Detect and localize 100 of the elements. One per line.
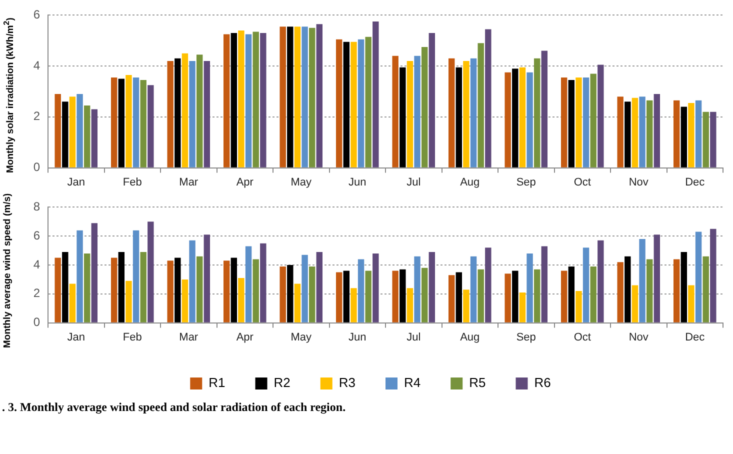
bar [196, 54, 203, 168]
bar [598, 64, 604, 168]
bar [372, 22, 379, 168]
bar [470, 256, 477, 322]
bar [91, 109, 98, 168]
bar [526, 253, 533, 322]
x-tick-label: Aug [460, 331, 480, 344]
x-tick-label: Mar [179, 331, 198, 344]
bar [294, 26, 301, 168]
y-tick-label: 2 [33, 286, 40, 300]
bar [110, 258, 118, 322]
y-tick-label: 2 [33, 109, 40, 124]
bar [512, 68, 518, 168]
bar [673, 100, 680, 168]
x-tick-label: Dec [685, 331, 706, 344]
bar [118, 78, 125, 168]
x-tick-label: Feb [122, 176, 142, 188]
bar [62, 102, 68, 168]
bar [167, 60, 174, 168]
x-tick-label: Jun [348, 176, 366, 188]
x-tick-label: Sep [516, 331, 536, 344]
bar [534, 58, 540, 168]
bar [343, 270, 350, 322]
bar [287, 265, 294, 322]
bar [590, 74, 596, 168]
bar [76, 230, 83, 322]
bar [260, 33, 266, 168]
bar [710, 112, 716, 168]
bar [448, 275, 455, 322]
x-tick-label: Jul [406, 176, 421, 188]
bar [350, 288, 357, 322]
bar [485, 29, 492, 168]
bar [54, 94, 61, 168]
bar [76, 94, 83, 168]
bar [680, 252, 688, 322]
bar [568, 266, 575, 322]
x-tick-label: Mar [179, 176, 198, 188]
bar [54, 258, 61, 322]
bar [260, 243, 266, 322]
bar [695, 100, 702, 168]
bar [702, 256, 709, 322]
bar [470, 58, 477, 168]
bar [69, 96, 76, 168]
bar [252, 259, 259, 322]
x-tick-label: Oct [574, 331, 591, 344]
bar [189, 240, 196, 322]
bar [421, 46, 428, 168]
legend-label: R4 [404, 375, 421, 390]
x-tick-label: May [290, 331, 312, 344]
bar [541, 246, 548, 322]
bar [372, 253, 379, 322]
x-tick-label: Jan [67, 176, 85, 188]
y-tick-label: 0 [33, 315, 40, 330]
bar [308, 266, 316, 322]
x-tick-label: Jan [67, 331, 85, 344]
bar [182, 279, 188, 322]
bar [287, 26, 294, 168]
bar [568, 80, 575, 168]
legend-label: R5 [469, 375, 486, 390]
bar [428, 33, 436, 168]
bar [148, 222, 154, 322]
bar [617, 262, 624, 322]
bar [132, 78, 140, 168]
bar [485, 248, 492, 322]
bar [456, 272, 462, 322]
bar [189, 60, 196, 168]
bar [688, 285, 694, 322]
y-tick-label: 8 [33, 200, 40, 214]
bar [84, 105, 90, 168]
bar [358, 39, 364, 168]
bar [421, 268, 428, 322]
x-tick-label: Jul [406, 331, 421, 344]
bar [196, 256, 203, 322]
bar [118, 252, 125, 322]
bar [400, 67, 406, 168]
bar [519, 67, 526, 168]
y-axis-title: Monthly average wind speed (m/s) [2, 192, 14, 350]
bar [316, 252, 323, 322]
x-tick-label: Oct [574, 176, 591, 188]
bar [576, 291, 582, 322]
x-tick-label: Apr [236, 331, 254, 344]
bar [478, 43, 484, 168]
bar [280, 26, 286, 168]
bar [541, 50, 548, 168]
bar [84, 253, 90, 322]
bar [336, 39, 342, 168]
bar [406, 288, 414, 322]
bar [590, 266, 596, 322]
bar [576, 78, 582, 168]
bar [526, 72, 533, 168]
bar [710, 228, 716, 322]
x-tick-label: Nov [628, 176, 649, 188]
bar [230, 33, 238, 168]
bar [632, 98, 638, 168]
bar [617, 96, 624, 168]
bar [639, 238, 646, 322]
bar [358, 259, 364, 322]
bar [336, 272, 342, 322]
bar [560, 270, 568, 322]
x-tick-label: Apr [236, 176, 254, 188]
